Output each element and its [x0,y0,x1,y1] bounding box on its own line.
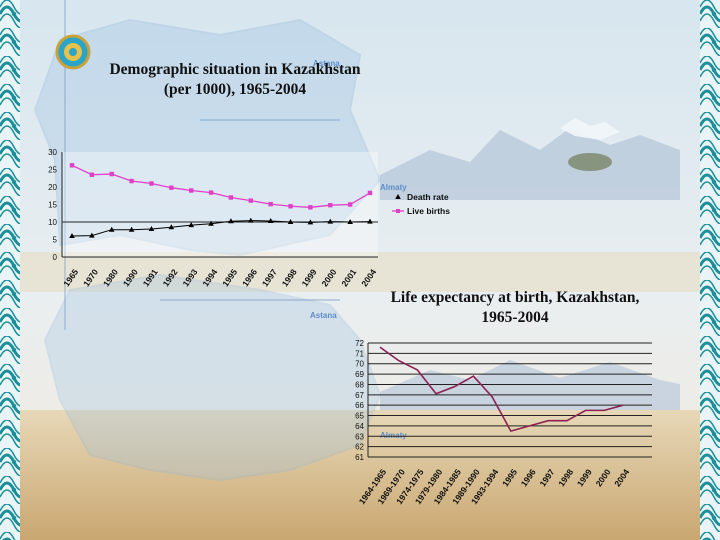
chart1-legend-births-marker [396,209,400,213]
map-label-astana-top: Astana [313,59,340,68]
chart1-y-tick-label: 0 [53,253,58,262]
chart1-death-rate-point [89,232,95,238]
chart1-live-births-point [268,201,273,207]
chart2-y-tick-label: 64 [355,422,364,431]
chart2-y-tick-label: 65 [355,412,364,421]
chart1-live-births-point [208,190,214,195]
chart2-y-tick-label: 68 [355,380,364,389]
chart2-title: Life expectancy at birth, Kazakhstan, 19… [355,288,675,328]
chart1-y-tick-label: 20 [48,183,57,192]
chart1-death-rate-point [347,219,353,224]
chart1-death-rate-point [108,226,115,232]
chart2-y-tick-label: 69 [355,370,364,379]
chart1-live-births-point [149,181,154,186]
chart1-live-births-point [89,172,95,177]
chart1-death-rate-point [228,218,234,224]
chart1-y-tick-label: 5 [53,236,58,245]
chart1-y-tick-label: 25 [48,166,57,175]
chart2-y-tick-label: 63 [355,432,364,441]
chart1-death-rate-point [168,224,175,230]
chart1-title-line2: (per 1000), 1965-2004 [163,81,307,98]
chart2-y-tick-label: 62 [355,443,364,452]
chart1-death-rate-point [69,233,75,238]
chart1-live-births-point [169,185,174,190]
chart1-live-births-point [288,204,293,209]
chart2-title-line1: Life expectancy at birth, Kazakhstan, [390,289,640,306]
chart2-title-line2: 1965-2004 [481,309,549,326]
chart1-death-rate-point [128,226,135,232]
chart2-y-tick-label: 72 [355,339,364,348]
chart1-live-births-point [189,188,194,193]
chart1-y-tick-label: 30 [48,148,57,157]
chart1-live-births-point [347,202,353,207]
map-label-almaty-bottom: Almaty [380,431,407,440]
chart2-life-expectancy-line [379,346,624,433]
chart1-live-births-point [129,178,134,184]
chart1-live-births-point [308,205,313,210]
kazakhstan-emblem-icon [55,34,91,70]
chart1-live-births-point [328,203,333,208]
chart1-title: Demographic situation in Kazakhstan (per… [80,60,390,100]
chart1-death-rate-point [327,218,334,224]
chart1-y-tick-label: 10 [48,218,57,227]
map-label-astana-bottom: Astana [310,311,337,320]
chart1-legend-births-label: Live births [407,206,450,216]
chart1-death-rate-point [307,219,314,225]
chart2-y-tick-label: 67 [355,391,364,400]
chart2-y-tick-label: 70 [355,360,364,369]
chart1-death-rate-point [287,219,294,224]
chart1-live-births-point [109,171,114,177]
chart2-y-tick-label: 71 [355,349,364,358]
chart1-death-rate-point [367,218,373,224]
chart1-live-births-line [71,164,371,208]
chart1-live-births-point [367,190,373,196]
chart1-death-rate-point [148,226,155,231]
chart1-legend-death-marker [395,194,401,199]
chart1-death-rate-point [208,220,214,226]
chart2-y-tick-label: 66 [355,401,364,410]
chart1-plot-area [62,152,378,257]
chart1-live-births-point [69,163,75,168]
map-label-almaty-top: Almaty [380,183,407,192]
chart1-death-rate-point [188,222,194,228]
chart2-y-tick-label: 61 [355,453,364,462]
chart1-live-births-point [228,195,234,200]
chart1-title-line1: Demographic situation in Kazakhstan [109,61,361,78]
chart1-death-rate-point [267,217,274,223]
chart1-death-rate-line [71,220,371,237]
chart1-live-births-point [248,198,253,203]
chart1-death-rate-point [248,217,254,223]
chart1-legend-death-label: Death rate [407,192,449,202]
chart1-y-tick-label: 15 [48,201,57,210]
